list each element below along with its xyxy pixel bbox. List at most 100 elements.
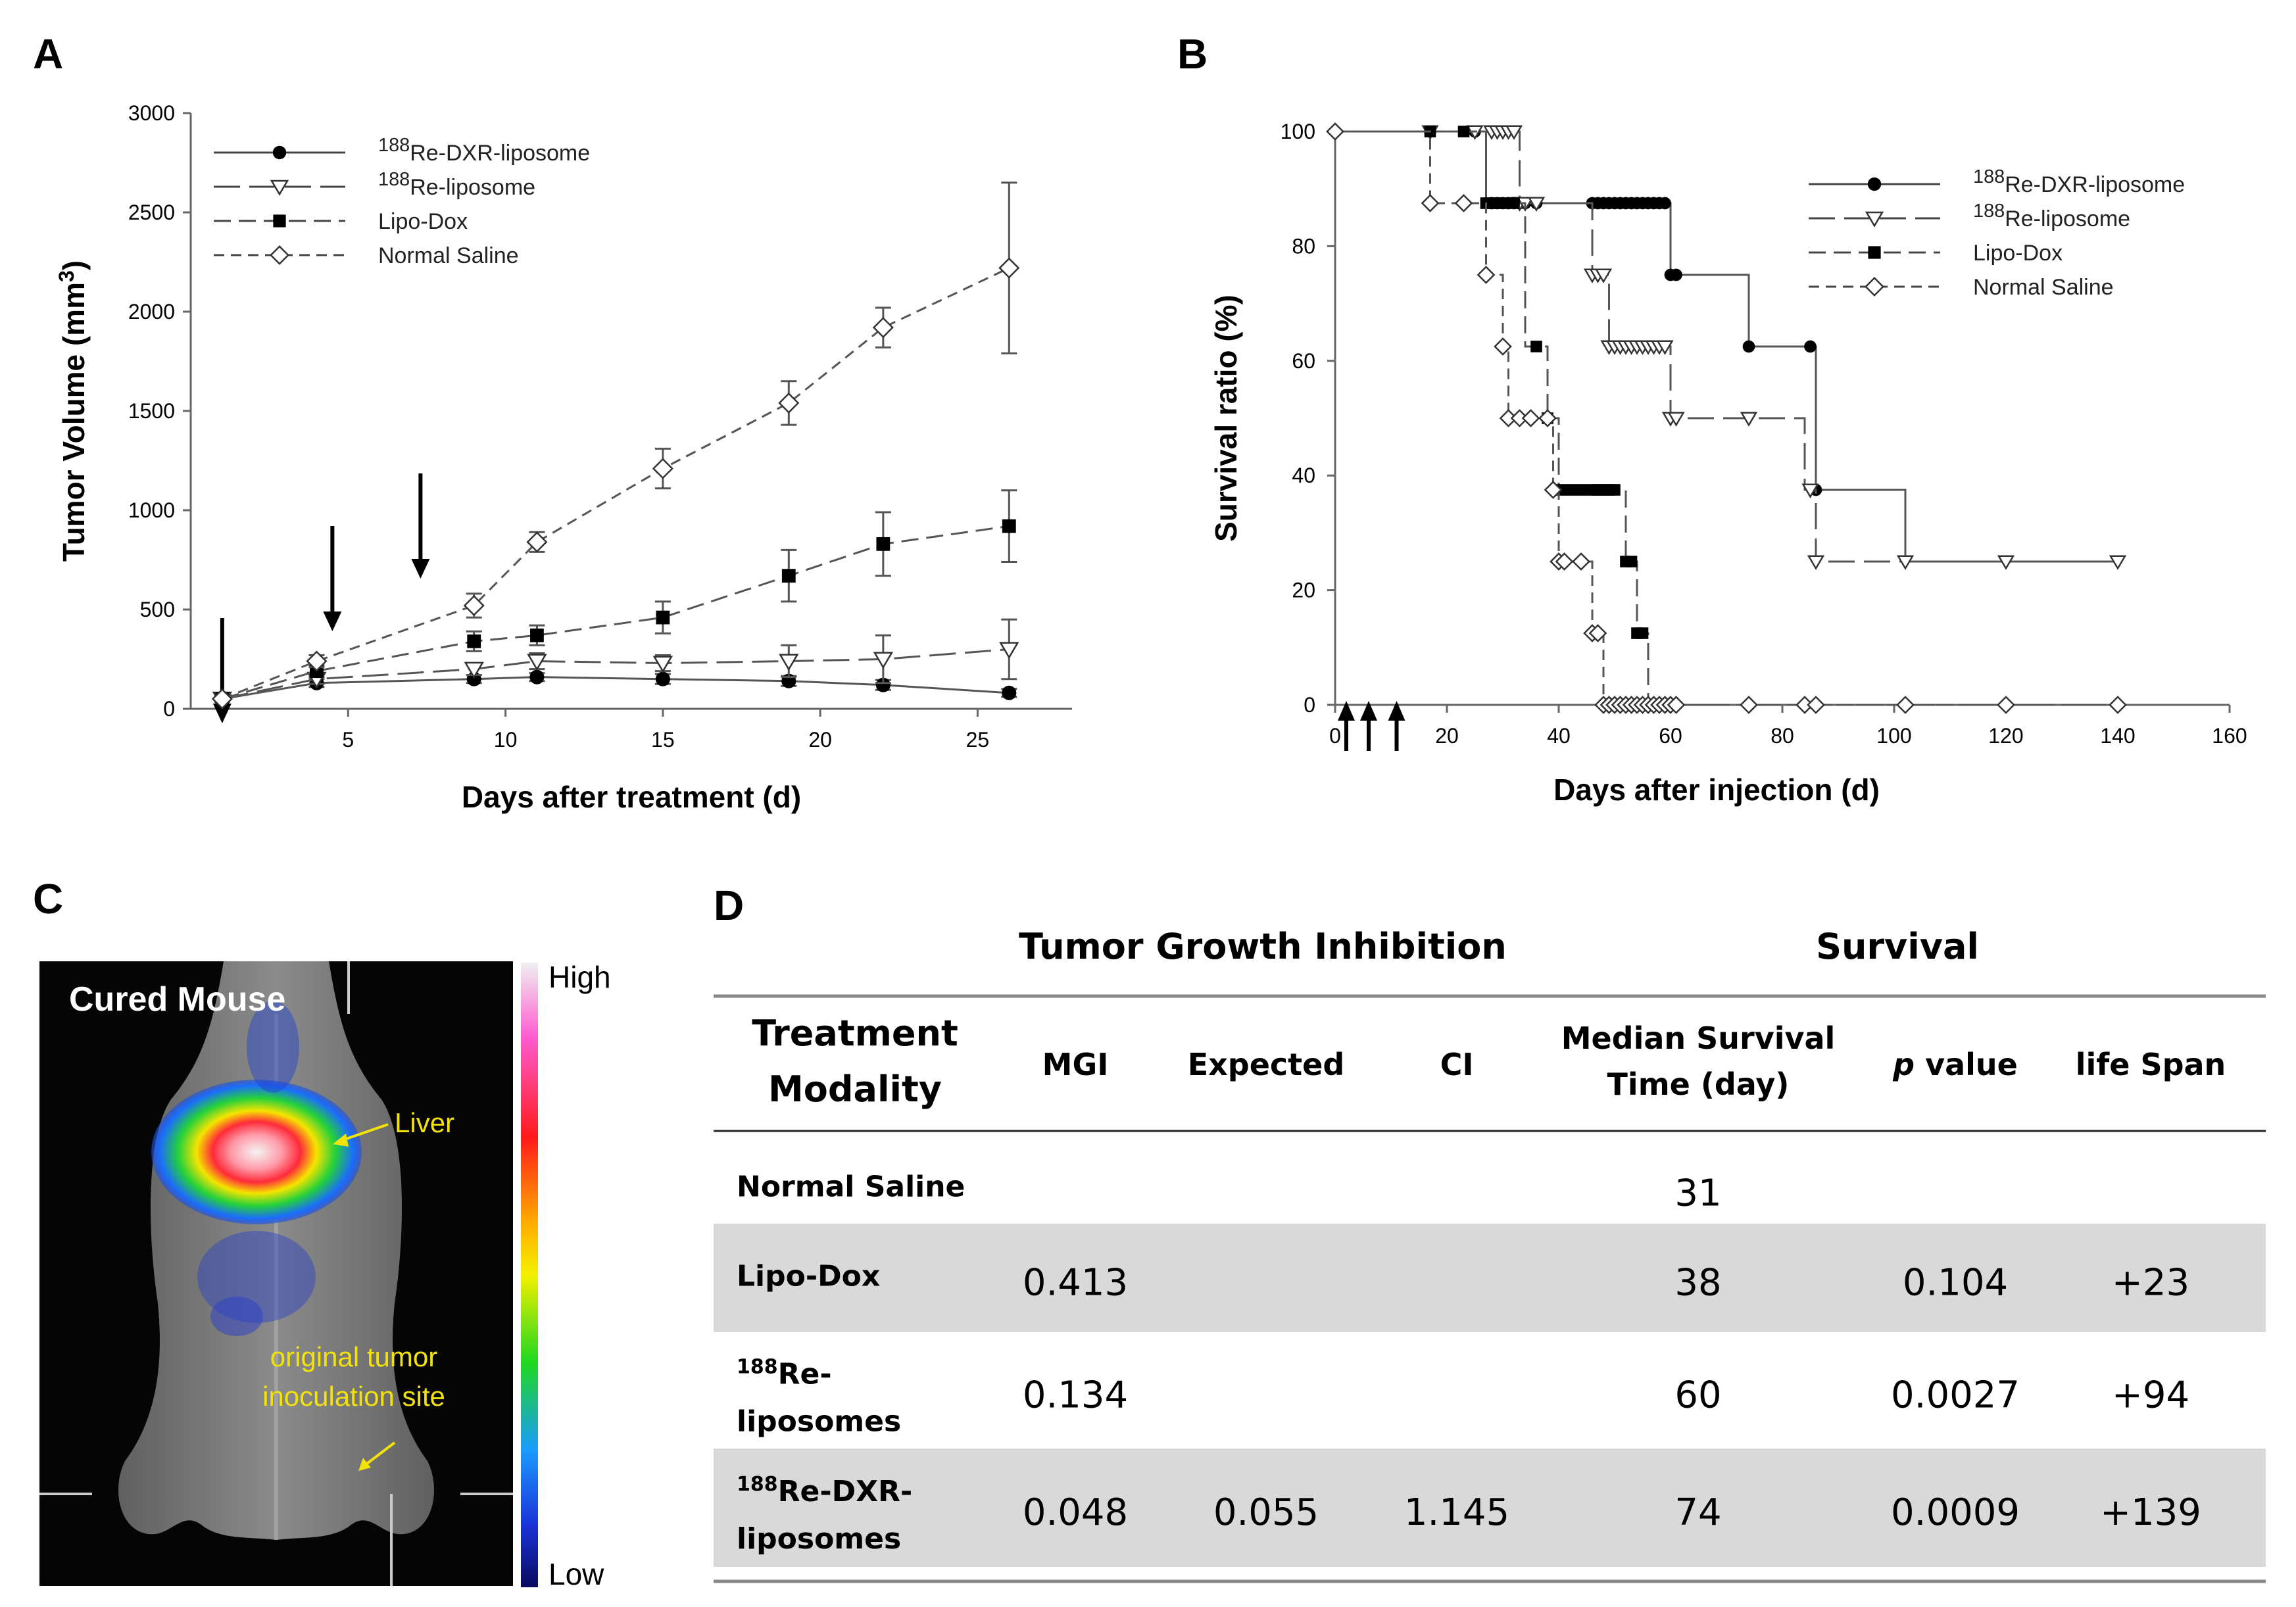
gut-signal-2 [210,1297,263,1336]
censor-marker [2109,696,2127,714]
y-tick-label: 100 [1281,120,1315,143]
censor-marker [1636,627,1649,639]
data-point [467,634,481,648]
legend-marker [273,214,286,228]
header-mgi: MGI [1042,1047,1109,1082]
y-tick-label: 2000 [128,300,175,324]
legend-marker [1867,177,1882,191]
treatment-arrow-head [323,612,342,631]
header-life-span: life Span [2076,1047,2226,1082]
y-tick-label: 20 [1292,579,1315,602]
x-tick-label: 160 [2212,724,2247,748]
legend-marker [1865,277,1884,297]
x-tick-label: 10 [494,728,518,752]
data-point [873,652,894,669]
data-point [306,650,328,672]
data-point [998,257,1020,279]
x-tick-label: 5 [342,728,354,752]
y-tick-label: 1000 [128,498,175,522]
censor-marker [1625,556,1638,567]
y-axis-title: Survival ratio (%) [1209,295,1243,542]
panel-letter-c: C [33,875,64,923]
censor-marker [1896,696,1915,714]
censor-marker [1609,484,1621,496]
survival-table: Tumor Growth Inhibition Survival Treatment… [714,926,2266,1583]
data-point [778,392,800,414]
header-treatment-line2: Modality [768,1068,942,1110]
legend-label: 188Re-liposome [1973,201,2130,231]
censor-marker [1494,337,1512,356]
data-point [875,677,891,692]
x-tick-label: 0 [1329,724,1341,748]
y-tick-label: 500 [140,598,175,621]
color-scale: High Low [521,960,611,1591]
survival-step-line [1335,130,2118,563]
censor-marker [1807,555,1825,570]
header-p-value: p value [1892,1047,2018,1082]
injection-arrow-head [1360,701,1377,721]
table-row-shade [714,1224,2266,1332]
scale-low-label: Low [549,1557,604,1591]
legend-marker [1868,246,1881,259]
tumor-site-label-2: inoculation site [262,1381,445,1412]
censor-marker [1564,484,1576,496]
censor-marker [1667,696,1686,714]
cell-expected: 0.055 [1213,1491,1319,1534]
data-point [872,317,894,339]
data-point [999,642,1019,660]
x-tick-label: 60 [1659,724,1682,748]
upper-signal [247,1001,299,1093]
censor-marker [1505,125,1523,140]
data-point [529,669,545,684]
legend-label: 188Re-DXR-liposome [378,135,590,166]
legend-label: Normal Saline [378,243,519,268]
data-point [652,458,673,479]
row-name-line1: 188Re- [737,1356,832,1391]
cell-life: +23 [2112,1262,2189,1305]
censor-marker [1807,696,1825,714]
legend-marker [270,245,289,265]
censor-marker [1508,197,1520,209]
cell-mst: 31 [1674,1172,1721,1215]
data-point [464,661,484,679]
x-axis-title: Days after injection (d) [1553,773,1880,807]
y-tick-label: 0 [163,697,175,721]
table-row-shade [714,1449,2266,1567]
data-point [779,654,799,671]
cell-ci: 1.145 [1404,1491,1509,1534]
color-scale-bar [521,963,538,1587]
x-tick-label: 100 [1876,724,1911,748]
cell-p: 0.104 [1903,1262,2008,1305]
row-name-line1: 188Re-DXR- [737,1473,912,1508]
injection-arrow-head [1338,701,1355,721]
y-tick-label: 3000 [128,101,175,125]
x-tick-label: 120 [1988,724,2023,748]
data-point [526,531,548,553]
legend-marker [272,145,287,160]
row-name: Normal Saline [737,1170,965,1204]
x-tick-label: 20 [808,728,832,752]
censor-marker [1575,484,1587,496]
cured-mouse-image: Cured Mouse Liver original tumor inocula… [39,961,513,1586]
cell-life: +139 [2100,1491,2201,1534]
censor-marker [1497,197,1509,209]
legend-label: Lipo-Dox [378,209,468,234]
censor-marker [1667,412,1685,427]
cell-mgi: 0.048 [1023,1491,1128,1534]
series-line [222,676,1010,700]
censor-marker [1801,483,1819,498]
censor-marker [1742,340,1755,353]
data-point [781,569,796,583]
x-tick-label: 15 [651,728,675,752]
row-name-line2: liposomes [737,1522,901,1556]
data-point [656,610,670,625]
censor-marker [1457,126,1470,137]
liver-arrow-head [333,1134,349,1147]
censor-marker [1544,481,1563,499]
data-point [652,656,673,673]
cell-p: 0.0009 [1891,1491,2020,1534]
liver-label: Liver [395,1107,454,1138]
censor-marker [1326,122,1344,141]
data-point [530,628,544,642]
data-point [211,688,233,709]
